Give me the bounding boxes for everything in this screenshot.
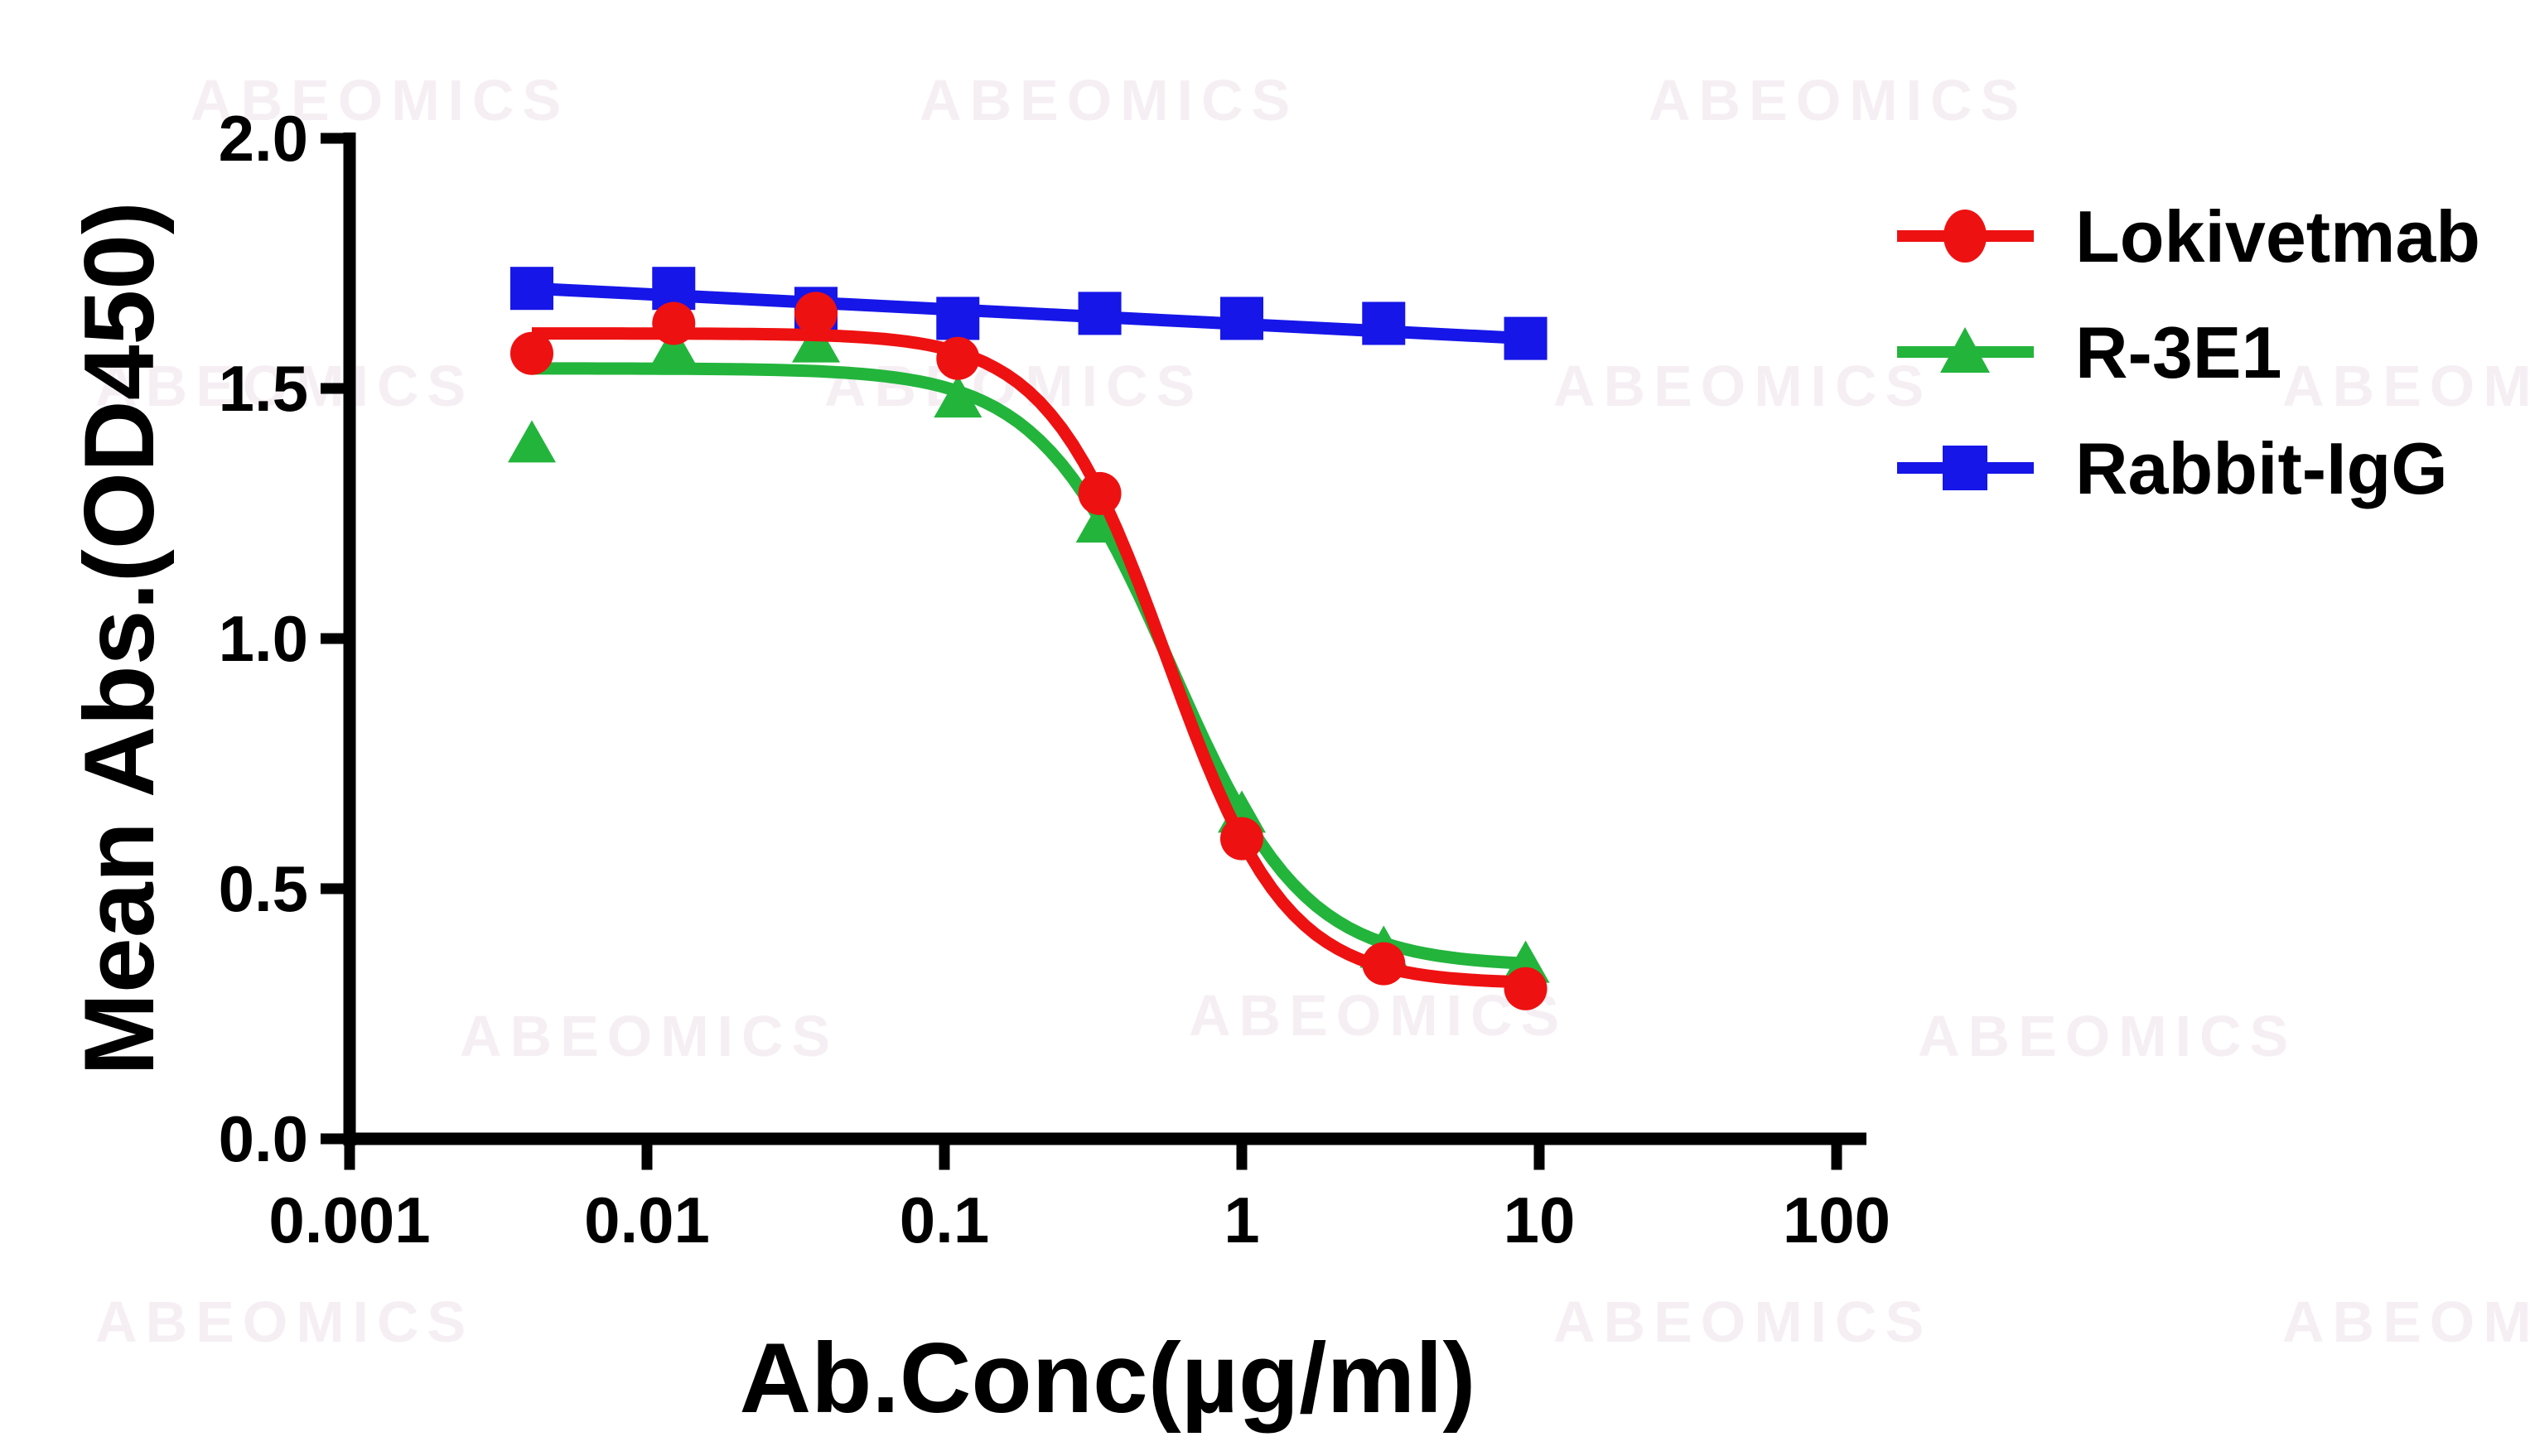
legend-label: Lokivetmab [2075,195,2480,277]
watermark-layer: ABEOMICS ABEOMICS ABEOMICS ABEOMICS ABEOMICS… [95,68,2530,1354]
watermark-text: ABEOMICS [191,68,569,133]
legend-triangle-marker-icon [1940,327,1990,373]
y-tick [321,883,344,894]
y-tick-label: 0.0 [219,1102,308,1175]
watermark-text: ABEOMICS [1918,1004,2296,1068]
series-lokivetmab [509,292,1547,1010]
x-tick [1533,1145,1545,1170]
x-tick [1831,1145,1842,1170]
watermark-text: ABEOMICS [95,354,474,418]
x-tick [641,1145,653,1170]
x-tick-label: 1 [1224,1184,1259,1256]
y-axis-spine [343,133,356,1145]
x-tick-label: 100 [1783,1184,1890,1256]
data-point-lokivetmab [936,336,980,380]
legend-circle-marker-icon [1943,210,1987,263]
data-point-lokivetmab [1078,471,1122,515]
watermark-text: ABEOMICS [2282,354,2530,418]
axes-layer: 0.0 0.5 1.0 1.5 2.0 0.001 0.01 0.1 1 10 100 [219,102,1891,1256]
legend-label: Rabbit-IgG [2075,427,2448,509]
x-tick [939,1145,950,1170]
data-point-rabbit-igg [936,297,980,340]
legend: Lokivetmab R-3E1 Rabbit-IgG [1897,195,2480,509]
watermark-text: ABEOMICS [824,354,1203,418]
watermark-text: ABEOMICS [2282,1290,2530,1354]
data-point-rabbit-igg [1362,301,1406,345]
legend-label: R-3E1 [2075,311,2281,393]
x-tick-label: 0.1 [900,1184,989,1256]
y-tick-label: 2.0 [219,102,308,175]
series-r-3e1 [508,320,1550,983]
fit-curve-lokivetmab [532,327,1526,989]
watermark-text: ABEOMICS [1553,354,1932,418]
y-tick [321,633,344,644]
x-tick-label: 10 [1504,1184,1576,1256]
x-tick-label: 0.01 [584,1184,710,1256]
data-point-lokivetmab [1220,817,1263,861]
legend-item-lokivetmab: Lokivetmab [1897,195,2480,277]
y-tick-label: 0.5 [219,852,308,925]
watermark-text: ABEOMICS [920,68,1298,133]
x-tick-label: 0.001 [268,1184,430,1256]
watermark-text: ABEOMICS [1553,1290,1932,1354]
y-tick-label: 1.5 [219,352,308,425]
data-point-r-3e1 [934,375,983,418]
watermark-text: ABEOMICS [1189,983,1567,1048]
y-tick-label: 1.0 [219,602,308,675]
x-tick [344,1145,355,1170]
series-layer [508,267,1550,1010]
legend-square-marker-icon [1943,446,1987,490]
data-point-r-3e1 [649,325,698,368]
y-tick [321,133,344,144]
data-point-rabbit-igg [1504,316,1547,360]
y-axis-title: Mean Abs.(OD450) [64,201,175,1076]
legend-item-r-3e1: R-3E1 [1897,311,2281,393]
x-tick [1236,1145,1248,1170]
fit-curve-r-3e1 [532,362,1526,970]
watermark-text: ABEOMICS [1649,68,2027,133]
legend-item-rabbit-igg: Rabbit-IgG [1897,427,2448,509]
fit-curve-rabbit-igg [531,282,1526,345]
y-tick [321,383,344,394]
data-point-lokivetmab [509,331,553,375]
x-axis-line [343,1132,1866,1145]
data-point-rabbit-igg [1078,292,1122,335]
data-point-lokivetmab [652,301,696,345]
data-point-rabbit-igg [1220,297,1263,340]
data-point-rabbit-igg [509,267,553,311]
x-axis-title: Ab.Conc(µg/ml) [739,1323,1475,1434]
data-point-r-3e1 [508,420,556,463]
y-tick [321,1133,344,1145]
data-point-lokivetmab [1504,967,1547,1010]
watermark-text: ABEOMICS [95,1290,474,1354]
data-point-lokivetmab [1362,942,1406,986]
data-point-lokivetmab [794,292,838,335]
watermark-text: ABEOMICS [460,1004,838,1068]
